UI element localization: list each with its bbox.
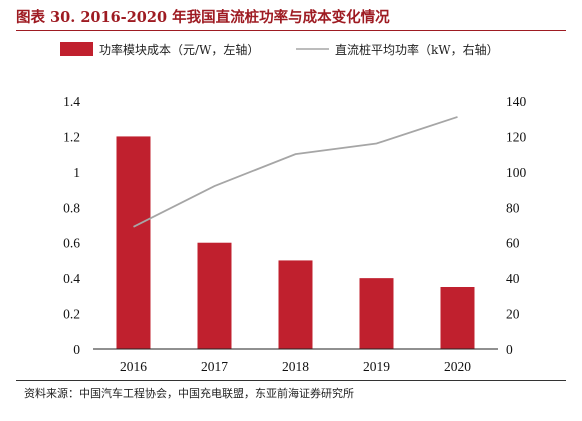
y-right-tick-label: 80 [506,200,520,215]
line-series-avg-power [133,116,458,228]
y-right-tick-label: 40 [506,271,520,286]
bar [278,260,313,349]
y-right-tick-label: 60 [506,236,520,251]
x-tick-label: 2020 [444,359,471,374]
y-left-tick-label: 0.8 [63,200,80,215]
legend-label-line: 直流桩平均功率（kW，右轴） [335,42,499,57]
y-left-tick-label: 0.2 [63,307,80,322]
x-tick-label: 2016 [120,359,147,374]
y-left-tick-label: 0.4 [63,271,80,286]
y-left-tick-label: 1.2 [63,129,80,144]
y-left-tick-label: 1 [73,165,80,180]
y-left-tick-label: 0.6 [63,236,80,251]
y-right-tick-label: 0 [506,342,513,357]
y-left-tick-label: 0 [73,342,80,357]
source-note: 资料来源：中国汽车工程协会，中国充电联盟，东亚前海证券研究所 [24,387,354,400]
bar [116,136,151,349]
y-right-tick-label: 100 [506,165,527,180]
bar [359,278,394,349]
y-right-tick-label: 140 [506,94,527,109]
x-tick-label: 2019 [363,359,390,374]
bar [197,242,232,349]
chart-title: 图表 30. 2016-2020 年我国直流桩功率与成本变化情况 [16,9,390,26]
y-right-tick-label: 120 [506,129,527,144]
legend-swatch-bar [60,42,93,56]
y-left-tick-label: 1.4 [63,94,80,109]
bar [440,287,475,349]
legend-label-bar: 功率模块成本（元/W，左轴） [99,42,259,57]
plot-area: 0 0.2 0.4 0.6 0.8 1 1.2 1.4 0 20 40 60 80 100 120 140 20… [63,94,526,374]
title-divider [16,30,566,31]
chart-legend: 功率模块成本（元/W，左轴） 直流桩平均功率（kW，右轴） [60,42,499,57]
y-right-tick-label: 20 [506,307,520,322]
source-divider [16,380,566,381]
x-tick-label: 2017 [201,359,228,374]
x-tick-label: 2018 [282,359,309,374]
